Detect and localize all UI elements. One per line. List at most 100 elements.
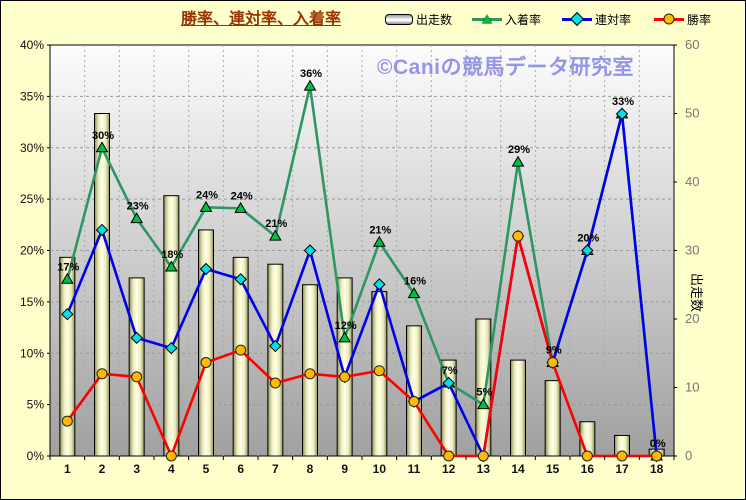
bar-swatch-icon	[385, 13, 413, 25]
left-axis-tick-label: 25%	[20, 192, 44, 206]
point-label: 0%	[650, 438, 666, 450]
legend-item-win-rate: 勝率	[654, 10, 711, 28]
point-label: 7%	[442, 365, 458, 377]
x-axis-tick-label: 16	[581, 462, 595, 476]
circle-marker-icon	[131, 371, 143, 383]
x-axis-tick-label: 13	[477, 462, 491, 476]
x-axis-tick-label: 14	[511, 462, 525, 476]
right-axis-tick-label: 40	[685, 174, 699, 189]
circle-marker-icon	[616, 450, 628, 462]
point-label: 33%	[612, 96, 634, 108]
chart-legend: 出走数 入着率 連対率 勝率	[1, 10, 745, 28]
point-label: 29%	[508, 144, 530, 156]
triangle-marker-icon	[60, 272, 74, 284]
circle-marker-icon	[235, 344, 247, 356]
diamond-marker-icon	[373, 278, 386, 291]
point-label: 36%	[300, 68, 322, 80]
triangle-marker-icon	[482, 14, 492, 24]
x-axis-tick-label: 8	[307, 462, 314, 476]
circle-marker-icon	[269, 377, 281, 389]
point-label: 16%	[404, 276, 426, 288]
right-axis-tick-label: 50	[685, 106, 699, 121]
legend-label: 連対率	[595, 12, 632, 27]
triangle-marker-icon	[164, 260, 178, 272]
right-axis-tick-label: 30	[685, 243, 699, 258]
point-label: 24%	[196, 189, 218, 201]
diamond-marker-icon	[569, 11, 585, 27]
bar-starts	[336, 277, 353, 457]
x-axis-tick-label: 6	[237, 462, 244, 476]
point-label: 21%	[265, 218, 287, 230]
circle-marker-icon	[663, 13, 675, 25]
triangle-marker-icon	[234, 201, 248, 213]
chart-title: 勝率、連対率、入着率	[180, 11, 341, 28]
circle-marker-icon	[200, 356, 212, 368]
diamond-marker-icon	[615, 107, 629, 121]
point-label: 5%	[476, 387, 492, 399]
triangle-marker-icon	[199, 200, 213, 212]
green-line-icon	[472, 13, 502, 25]
x-axis-tick-label: 9	[341, 462, 348, 476]
diamond-marker-icon	[130, 331, 143, 345]
circle-marker-icon	[408, 396, 420, 408]
triangle-marker-icon	[372, 235, 386, 247]
right-axis-tick-label: 20	[685, 311, 699, 326]
x-axis-tick-label: 2	[99, 462, 106, 476]
left-axis-tick-label: 10%	[20, 346, 44, 360]
circle-marker-icon	[96, 368, 108, 380]
diamond-marker-icon	[269, 339, 282, 353]
circle-marker-icon	[304, 368, 316, 380]
bar-starts	[544, 380, 561, 457]
diamond-marker-icon	[234, 273, 247, 286]
x-axis-tick-label: 4	[168, 462, 175, 476]
point-label: 20%	[577, 233, 599, 245]
x-axis-tick-label: 17	[615, 462, 629, 476]
right-axis-title: 出走数	[689, 273, 704, 313]
circle-marker-icon	[547, 356, 559, 368]
point-label: 17%	[57, 261, 79, 273]
bar-starts	[128, 277, 145, 457]
circle-marker-icon	[443, 450, 455, 462]
x-axis-tick-label: 1	[64, 462, 71, 476]
legend-label: 出走数	[416, 12, 453, 27]
x-axis-tick-label: 12	[442, 462, 456, 476]
left-axis-tick-label: 35%	[20, 89, 44, 103]
circle-marker-icon	[373, 365, 385, 377]
bar-starts	[198, 229, 214, 457]
triangle-marker-icon	[476, 398, 490, 410]
triangle-marker-icon	[95, 141, 109, 153]
circle-marker-icon	[477, 450, 489, 462]
left-axis-tick-label: 20%	[20, 244, 44, 258]
red-line-icon	[654, 13, 684, 25]
right-axis-tick-label: 10	[685, 380, 699, 395]
watermark: ©Caniの競馬データ研究室	[377, 56, 634, 79]
left-axis-tick-label: 5%	[27, 398, 45, 412]
point-label: 23%	[127, 201, 149, 213]
triangle-marker-icon	[338, 331, 352, 343]
x-axis-tick-label: 18	[650, 462, 664, 476]
circle-marker-icon	[512, 230, 524, 242]
point-label: 24%	[231, 190, 253, 202]
circle-marker-icon	[651, 450, 663, 462]
left-axis-tick-label: 40%	[20, 38, 44, 52]
blue-line-icon	[562, 11, 592, 27]
legend-item-quinella-rate: 連対率	[562, 10, 631, 28]
point-label: 18%	[161, 249, 183, 261]
diamond-marker-icon	[199, 262, 213, 276]
diamond-marker-icon	[95, 223, 109, 237]
x-axis-tick-label: 7	[272, 462, 279, 476]
x-axis-tick-label: 5	[203, 462, 210, 476]
triangle-marker-icon	[303, 79, 317, 91]
line-連対率	[66, 112, 658, 458]
legend-item-starts: 出走数	[385, 10, 452, 28]
bar-starts	[267, 263, 284, 457]
triangle-marker-icon	[407, 287, 421, 299]
triangle-marker-icon	[268, 229, 282, 241]
point-label: 9%	[546, 344, 562, 356]
bar-starts	[510, 359, 526, 457]
circle-marker-icon	[339, 371, 351, 383]
legend-item-place-rate: 入着率	[472, 10, 541, 28]
triangle-marker-icon	[511, 155, 525, 167]
circle-marker-icon	[581, 450, 593, 462]
